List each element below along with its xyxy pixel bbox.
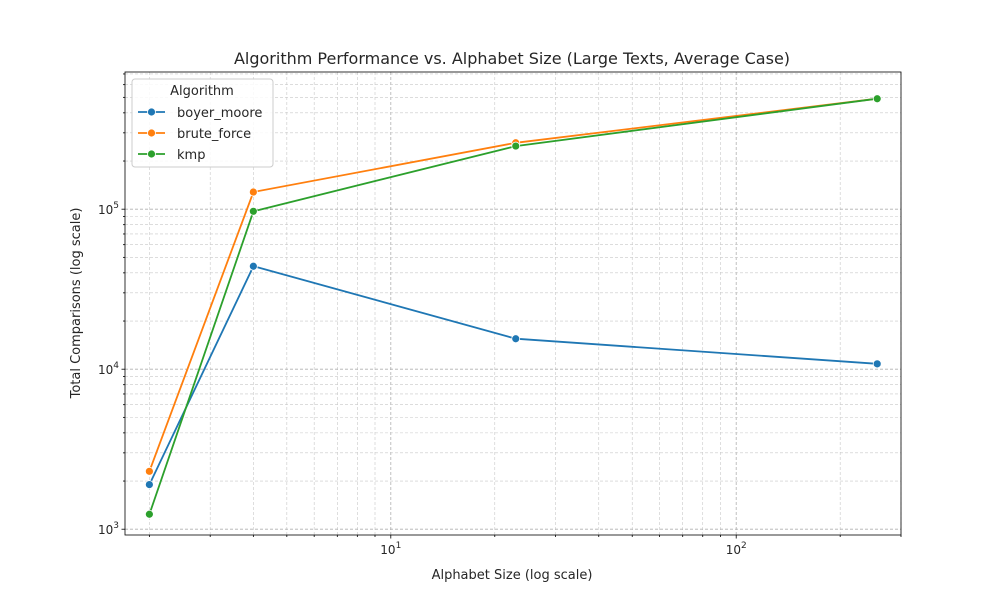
tick-label-base: 10 (380, 543, 395, 557)
y-tick-label: 103 (98, 521, 119, 537)
tick-label-base: 10 (98, 523, 113, 537)
data-point-boyer_moore (511, 334, 521, 344)
tick-label-exponent: 3 (113, 521, 119, 531)
data-point-boyer_moore (248, 261, 258, 271)
tick-label-base: 10 (726, 543, 741, 557)
legend-marker (147, 149, 156, 159)
legend-box (131, 78, 274, 168)
data-point-boyer_moore (872, 359, 882, 369)
tick-label-base: 10 (98, 363, 113, 377)
legend-marker (147, 107, 156, 117)
legend-label: brute_force (177, 127, 251, 142)
legend-label: kmp (177, 148, 205, 163)
tick-label-exponent: 2 (741, 541, 747, 551)
chart-title: Algorithm Performance vs. Alphabet Size … (234, 49, 790, 68)
data-point-kmp (144, 509, 154, 519)
grid (125, 72, 902, 535)
tick-label-base: 10 (98, 203, 113, 217)
data-point-kmp (511, 141, 521, 151)
series-line-brute_force (148, 97, 878, 472)
tick-label-exponent: 1 (396, 541, 402, 551)
legend-item-boyer_moore: boyer_moore (138, 106, 262, 121)
legend-label: boyer_moore (177, 106, 262, 121)
y-axis-label: Total Comparisons (log scale) (69, 208, 84, 400)
series-kmp (144, 94, 882, 519)
legend-marker (147, 128, 156, 138)
tick-label-exponent: 5 (113, 201, 119, 211)
data-point-boyer_moore (144, 480, 154, 490)
x-axis-label: Alphabet Size (log scale) (432, 568, 593, 583)
series-line-kmp (148, 97, 878, 515)
y-tick-label: 104 (98, 361, 119, 377)
tick-label-exponent: 4 (113, 361, 119, 371)
legend-item-brute_force: brute_force (138, 127, 251, 142)
data-point-kmp (248, 206, 258, 216)
plot-frame (124, 71, 902, 536)
x-tick-label: 102 (726, 541, 747, 557)
y-tick-label: 105 (98, 201, 119, 217)
data-point-brute_force (144, 466, 154, 476)
data-point-kmp (872, 94, 882, 104)
series-line-boyer_moore (148, 265, 878, 485)
legend-title: Algorithm (170, 84, 234, 99)
data-point-brute_force (248, 187, 258, 197)
x-tick-label: 101 (380, 541, 401, 557)
series-boyer_moore (144, 261, 882, 490)
legend-item-kmp: kmp (138, 148, 205, 163)
series-layer (144, 94, 882, 519)
